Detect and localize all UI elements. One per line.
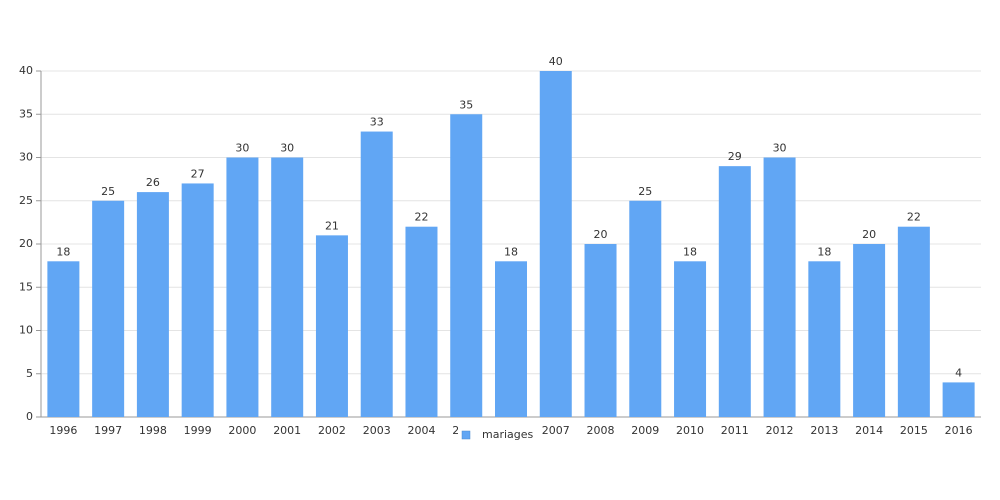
data-label: 29: [728, 150, 742, 163]
data-label: 26: [146, 176, 160, 189]
x-tick-label: 2010: [676, 424, 704, 437]
bar: [584, 244, 617, 417]
y-tick-label: 5: [26, 367, 33, 380]
x-tick-label: 2015: [900, 424, 928, 437]
y-tick-label: 30: [19, 151, 33, 164]
x-tick-label: 2001: [273, 424, 301, 437]
data-label: 18: [56, 245, 70, 258]
y-tick-label: 35: [19, 107, 33, 120]
x-tick-label: 2012: [766, 424, 794, 437]
bar: [136, 192, 169, 417]
y-tick-label: 40: [19, 64, 33, 77]
x-tick-label: 2014: [855, 424, 883, 437]
data-label: 22: [414, 211, 428, 224]
data-label: 18: [683, 245, 697, 258]
y-tick-label: 20: [19, 237, 33, 250]
bar: [47, 261, 80, 417]
bar: [853, 244, 886, 417]
data-label: 20: [594, 228, 608, 241]
x-tick-label: 1996: [49, 424, 77, 437]
bar: [360, 131, 393, 418]
x-tick-label: 1999: [184, 424, 212, 437]
data-label: 35: [459, 98, 473, 111]
data-label: 21: [325, 219, 339, 232]
bar: [92, 200, 125, 417]
bar: [226, 157, 259, 417]
bar: [718, 166, 751, 417]
data-label: 25: [638, 185, 652, 198]
y-tick-label: 10: [19, 324, 33, 337]
bar: [942, 382, 975, 417]
data-label: 27: [191, 167, 205, 180]
bar: [629, 200, 662, 417]
data-label: 33: [370, 116, 384, 129]
bar: [181, 183, 214, 417]
data-label: 30: [773, 142, 787, 155]
data-label: 25: [101, 185, 115, 198]
bar: [763, 157, 796, 417]
bar: [495, 261, 527, 417]
x-tick-label: 2009: [631, 424, 659, 437]
bar: [315, 235, 348, 417]
y-tick-label: 25: [19, 194, 33, 207]
bar: [674, 261, 707, 417]
x-tick-label: 1997: [94, 424, 122, 437]
data-label: 18: [504, 245, 518, 258]
x-tick-label: 2013: [810, 424, 838, 437]
x-tick-label: 2003: [363, 424, 391, 437]
x-tick-label: 2002: [318, 424, 346, 437]
bar: [539, 71, 572, 417]
data-label: 22: [907, 211, 921, 224]
data-label: 20: [862, 228, 876, 241]
x-tick-label: 1998: [139, 424, 167, 437]
x-tick-label: 2007: [542, 424, 570, 437]
y-tick-label: 0: [26, 410, 33, 423]
x-tick-label: 2008: [587, 424, 615, 437]
bar: [897, 226, 930, 417]
legend-label: mariages: [482, 428, 534, 441]
bar: [405, 226, 438, 417]
x-tick-label: 2000: [228, 424, 256, 437]
bar: [808, 261, 841, 417]
data-label: 30: [280, 142, 294, 155]
x-tick-label: 2004: [407, 424, 435, 437]
y-tick-label: 15: [19, 280, 33, 293]
bar: [450, 114, 483, 417]
x-tick-label: 2016: [945, 424, 973, 437]
legend-swatch: [461, 430, 471, 440]
data-label: 18: [817, 245, 831, 258]
bar: [271, 157, 304, 417]
data-label: 4: [955, 366, 962, 379]
data-label: 40: [549, 55, 563, 68]
legend-background: [458, 426, 542, 444]
data-label: 30: [235, 142, 249, 155]
x-tick-label: 2011: [721, 424, 749, 437]
